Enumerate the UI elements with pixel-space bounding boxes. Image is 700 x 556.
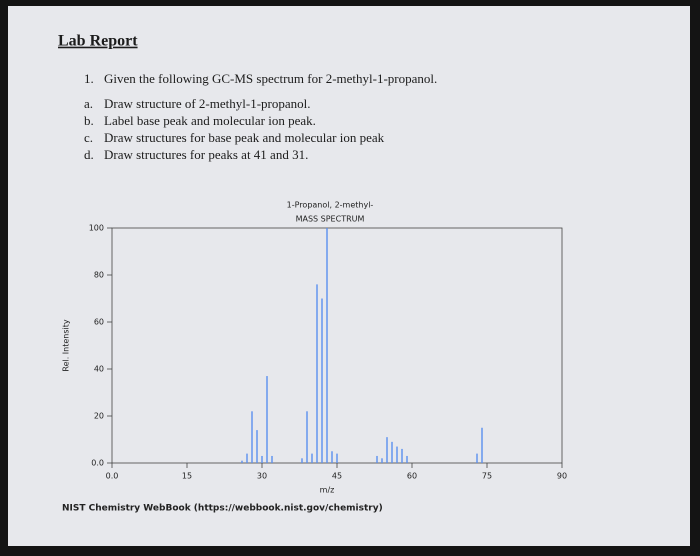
y-tick-label: 80	[94, 271, 104, 280]
y-axis-label: Rel. Intensity	[62, 319, 71, 372]
item-marker: b.	[84, 113, 94, 128]
y-tick-label: 40	[94, 365, 104, 374]
title: Lab Report	[58, 33, 138, 50]
source: NIST Chemistry WebBook (https://webbook.…	[62, 504, 383, 514]
paper	[8, 6, 690, 546]
item-text: Draw structure of 2-methyl-1-propanol.	[104, 96, 311, 111]
item-marker: d.	[84, 147, 94, 162]
item-text: Label base peak and molecular ion peak.	[104, 113, 316, 128]
x-tick-label: 60	[407, 472, 417, 481]
x-tick-label: 75	[482, 472, 492, 481]
item-marker: a.	[84, 96, 93, 111]
question-number: 1.	[84, 71, 94, 86]
item-text: Draw structures for base peak and molecu…	[104, 130, 385, 145]
item-marker: c.	[84, 130, 93, 145]
x-tick-label: 30	[257, 472, 267, 481]
x-tick-label: 90	[557, 472, 567, 481]
x-tick-label: 45	[332, 472, 342, 481]
x-tick-label: 0.0	[106, 472, 119, 481]
x-tick-label: 15	[182, 472, 192, 481]
y-tick-label: 20	[94, 412, 104, 421]
chart: 1-Propanol, 2-methyl- MASS SPECTRUM 0.0 20 4…	[62, 201, 568, 495]
y-tick-label: 60	[94, 318, 104, 327]
item-text: Draw structures for peaks at 41 and 31.	[104, 147, 308, 162]
chart-title: 1-Propanol, 2-methyl-	[287, 201, 374, 210]
item-list: a. Draw structure of 2-methyl-1-propanol.…	[84, 96, 385, 162]
chart-subtitle: MASS SPECTRUM	[296, 215, 365, 224]
question-text: Given the following GC-MS spectrum for 2…	[104, 71, 437, 86]
x-axis-label: m/z	[320, 486, 335, 495]
y-tick-label: 0.0	[91, 459, 104, 468]
y-tick-label: 100	[89, 224, 104, 233]
